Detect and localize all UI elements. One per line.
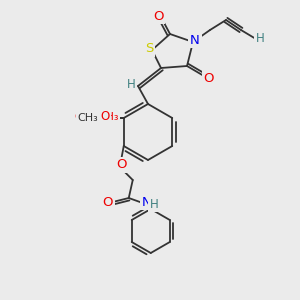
Text: O: O bbox=[103, 196, 113, 209]
Text: O: O bbox=[116, 158, 127, 172]
Text: O: O bbox=[83, 112, 93, 124]
Text: H: H bbox=[149, 197, 158, 211]
Text: CH₃: CH₃ bbox=[77, 113, 98, 123]
Text: N: N bbox=[190, 34, 200, 46]
Text: S: S bbox=[145, 43, 153, 56]
Text: N: N bbox=[142, 196, 152, 208]
Text: O: O bbox=[153, 10, 163, 22]
Text: O: O bbox=[100, 110, 110, 124]
Text: H: H bbox=[127, 77, 135, 91]
Text: O: O bbox=[204, 71, 214, 85]
Text: H: H bbox=[256, 32, 264, 44]
Text: O    CH₃: O CH₃ bbox=[75, 112, 118, 122]
Text: O: O bbox=[106, 110, 116, 124]
